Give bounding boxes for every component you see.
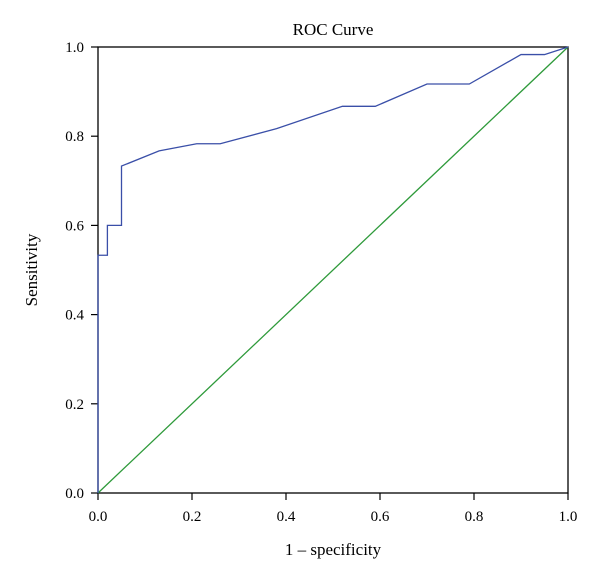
- x-tick-label: 0.8: [465, 509, 484, 525]
- y-tick-label: 0.0: [65, 486, 84, 502]
- y-tick-label: 0.2: [65, 397, 84, 413]
- y-tick-label: 0.8: [65, 129, 84, 145]
- x-tick-label: 0.6: [371, 509, 390, 525]
- roc-curve-line: [97, 46, 569, 493]
- y-tick-label: 1.0: [65, 40, 84, 56]
- ticks-layer: 0.0 0.2 0.4 0.6 0.8 1.0 0.0 0.2 0.4 0.6 0.8 1.0: [65, 40, 577, 525]
- chart-title: ROC Curve: [293, 20, 374, 39]
- x-tick-label: 0.4: [277, 509, 296, 525]
- y-axis-title: Sensitivity: [22, 233, 41, 306]
- reference-diagonal-line: [97, 46, 569, 494]
- x-tick-label: 0.2: [183, 509, 202, 525]
- x-tick-label: 1.0: [559, 509, 578, 525]
- y-tick-label: 0.6: [65, 218, 84, 234]
- y-tick-label: 0.4: [65, 308, 84, 324]
- x-tick-label: 0.0: [89, 509, 108, 525]
- x-axis-title: 1 – specificity: [285, 540, 382, 559]
- series-layer: [97, 46, 569, 494]
